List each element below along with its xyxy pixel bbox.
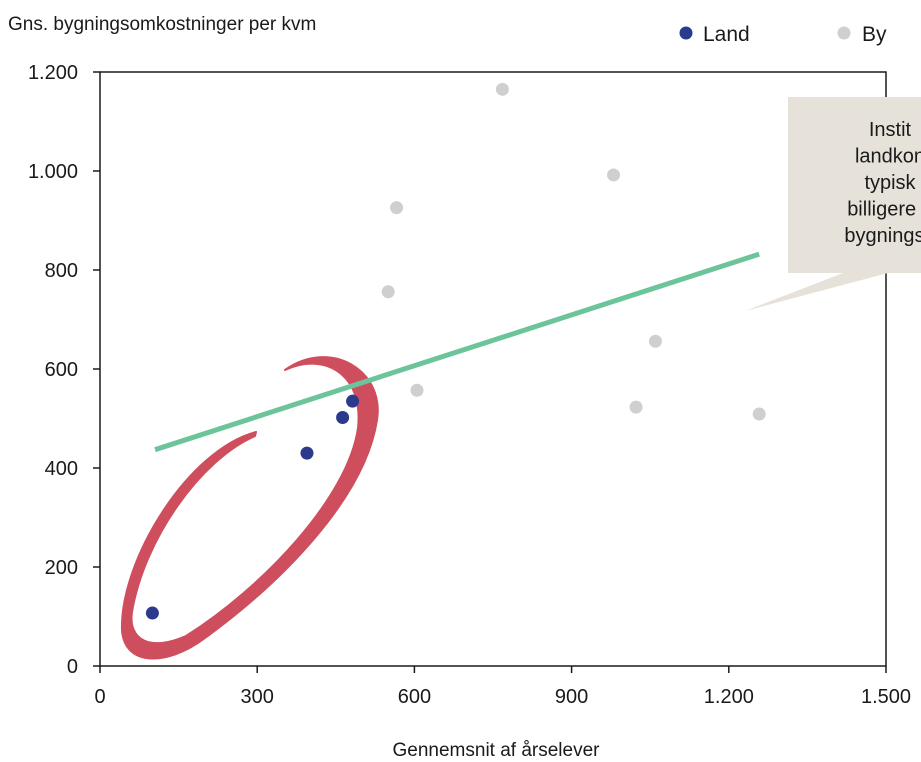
y-tick-label: 1.200 [28,62,78,84]
callout-text-line: typisk [864,172,916,194]
x-tick-label: 1.500 [861,686,911,708]
trendline [154,251,760,453]
callout-text-line: Instit [869,119,912,141]
y-tick-label: 1.000 [28,161,78,183]
point-by [410,383,424,397]
data-points [145,82,766,620]
x-tick-label: 0 [94,686,105,708]
legend-marker-by [837,26,851,40]
point-by [495,82,509,96]
point-land [300,446,314,460]
x-axis-title: Gennemsnit af årselever [393,740,601,761]
point-land [336,411,350,425]
highlight-stroke [120,356,379,660]
callout-text-line: landkon [855,146,921,168]
land-highlight-ellipse [120,356,379,660]
point-by [390,201,404,215]
point-land [346,394,360,408]
y-axis-title: Gns. bygningsomkostninger per kvm [8,14,316,35]
callout-box [745,97,921,311]
point-by [381,285,395,299]
point-by [648,334,662,348]
trendline-group [154,251,760,453]
point-by [607,168,621,182]
legend-marker-land [679,26,693,40]
point-by [629,400,643,414]
point-by [752,407,766,421]
point-land [145,606,159,620]
annotation-callout: Instit landkon typisk billigere p bygningso [745,97,921,311]
x-tick-label: 900 [555,686,588,708]
x-tick-label: 300 [241,686,274,708]
legend: Land By [679,23,887,46]
y-tick-label: 0 [67,656,78,678]
x-tick-label: 600 [398,686,431,708]
y-tick-label: 200 [45,557,78,579]
y-tick-label: 400 [45,458,78,480]
legend-label-by: By [862,23,887,46]
legend-label-land: Land [703,23,750,46]
plot-frame [99,71,887,667]
callout-text-line: bygningso [844,225,921,247]
axes: 0 200 400 600 800 1.000 1.200 0 300 600 900 1.200 1.… [28,62,911,708]
x-tick-label: 1.200 [704,686,754,708]
y-tick-label: 800 [45,260,78,282]
callout-text-line: billigere p [847,199,921,221]
y-tick-label: 600 [45,359,78,381]
